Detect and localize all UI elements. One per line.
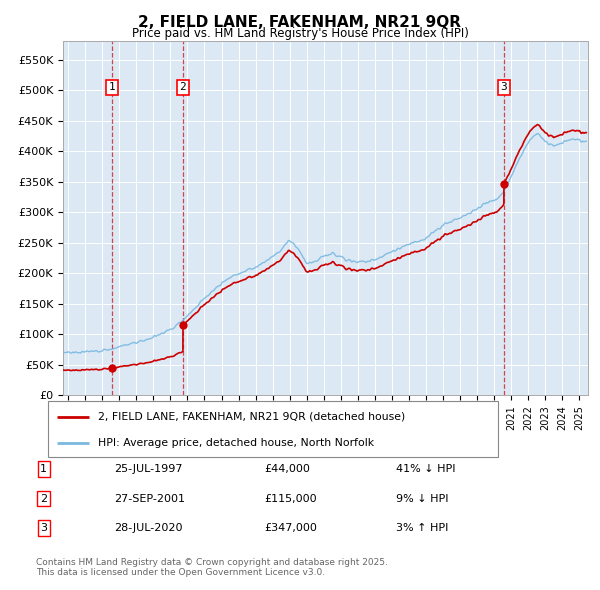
Text: 3% ↑ HPI: 3% ↑ HPI [396, 523, 448, 533]
Text: £115,000: £115,000 [264, 494, 317, 503]
Text: 41% ↓ HPI: 41% ↓ HPI [396, 464, 455, 474]
Text: £347,000: £347,000 [264, 523, 317, 533]
Text: 9% ↓ HPI: 9% ↓ HPI [396, 494, 449, 503]
Text: 2: 2 [179, 83, 187, 92]
Text: Contains HM Land Registry data © Crown copyright and database right 2025.
This d: Contains HM Land Registry data © Crown c… [36, 558, 388, 577]
Text: 1: 1 [109, 83, 115, 92]
Text: 2, FIELD LANE, FAKENHAM, NR21 9QR: 2, FIELD LANE, FAKENHAM, NR21 9QR [139, 15, 461, 30]
Text: 3: 3 [500, 83, 508, 92]
Text: 2: 2 [40, 494, 47, 503]
Text: 27-SEP-2001: 27-SEP-2001 [114, 494, 185, 503]
Text: 3: 3 [40, 523, 47, 533]
Text: £44,000: £44,000 [264, 464, 310, 474]
Text: 25-JUL-1997: 25-JUL-1997 [114, 464, 182, 474]
Text: HPI: Average price, detached house, North Norfolk: HPI: Average price, detached house, Nort… [97, 438, 374, 448]
Text: Price paid vs. HM Land Registry's House Price Index (HPI): Price paid vs. HM Land Registry's House … [131, 27, 469, 40]
FancyBboxPatch shape [48, 401, 498, 457]
Text: 1: 1 [40, 464, 47, 474]
Text: 2, FIELD LANE, FAKENHAM, NR21 9QR (detached house): 2, FIELD LANE, FAKENHAM, NR21 9QR (detac… [97, 412, 405, 422]
Text: 28-JUL-2020: 28-JUL-2020 [114, 523, 182, 533]
